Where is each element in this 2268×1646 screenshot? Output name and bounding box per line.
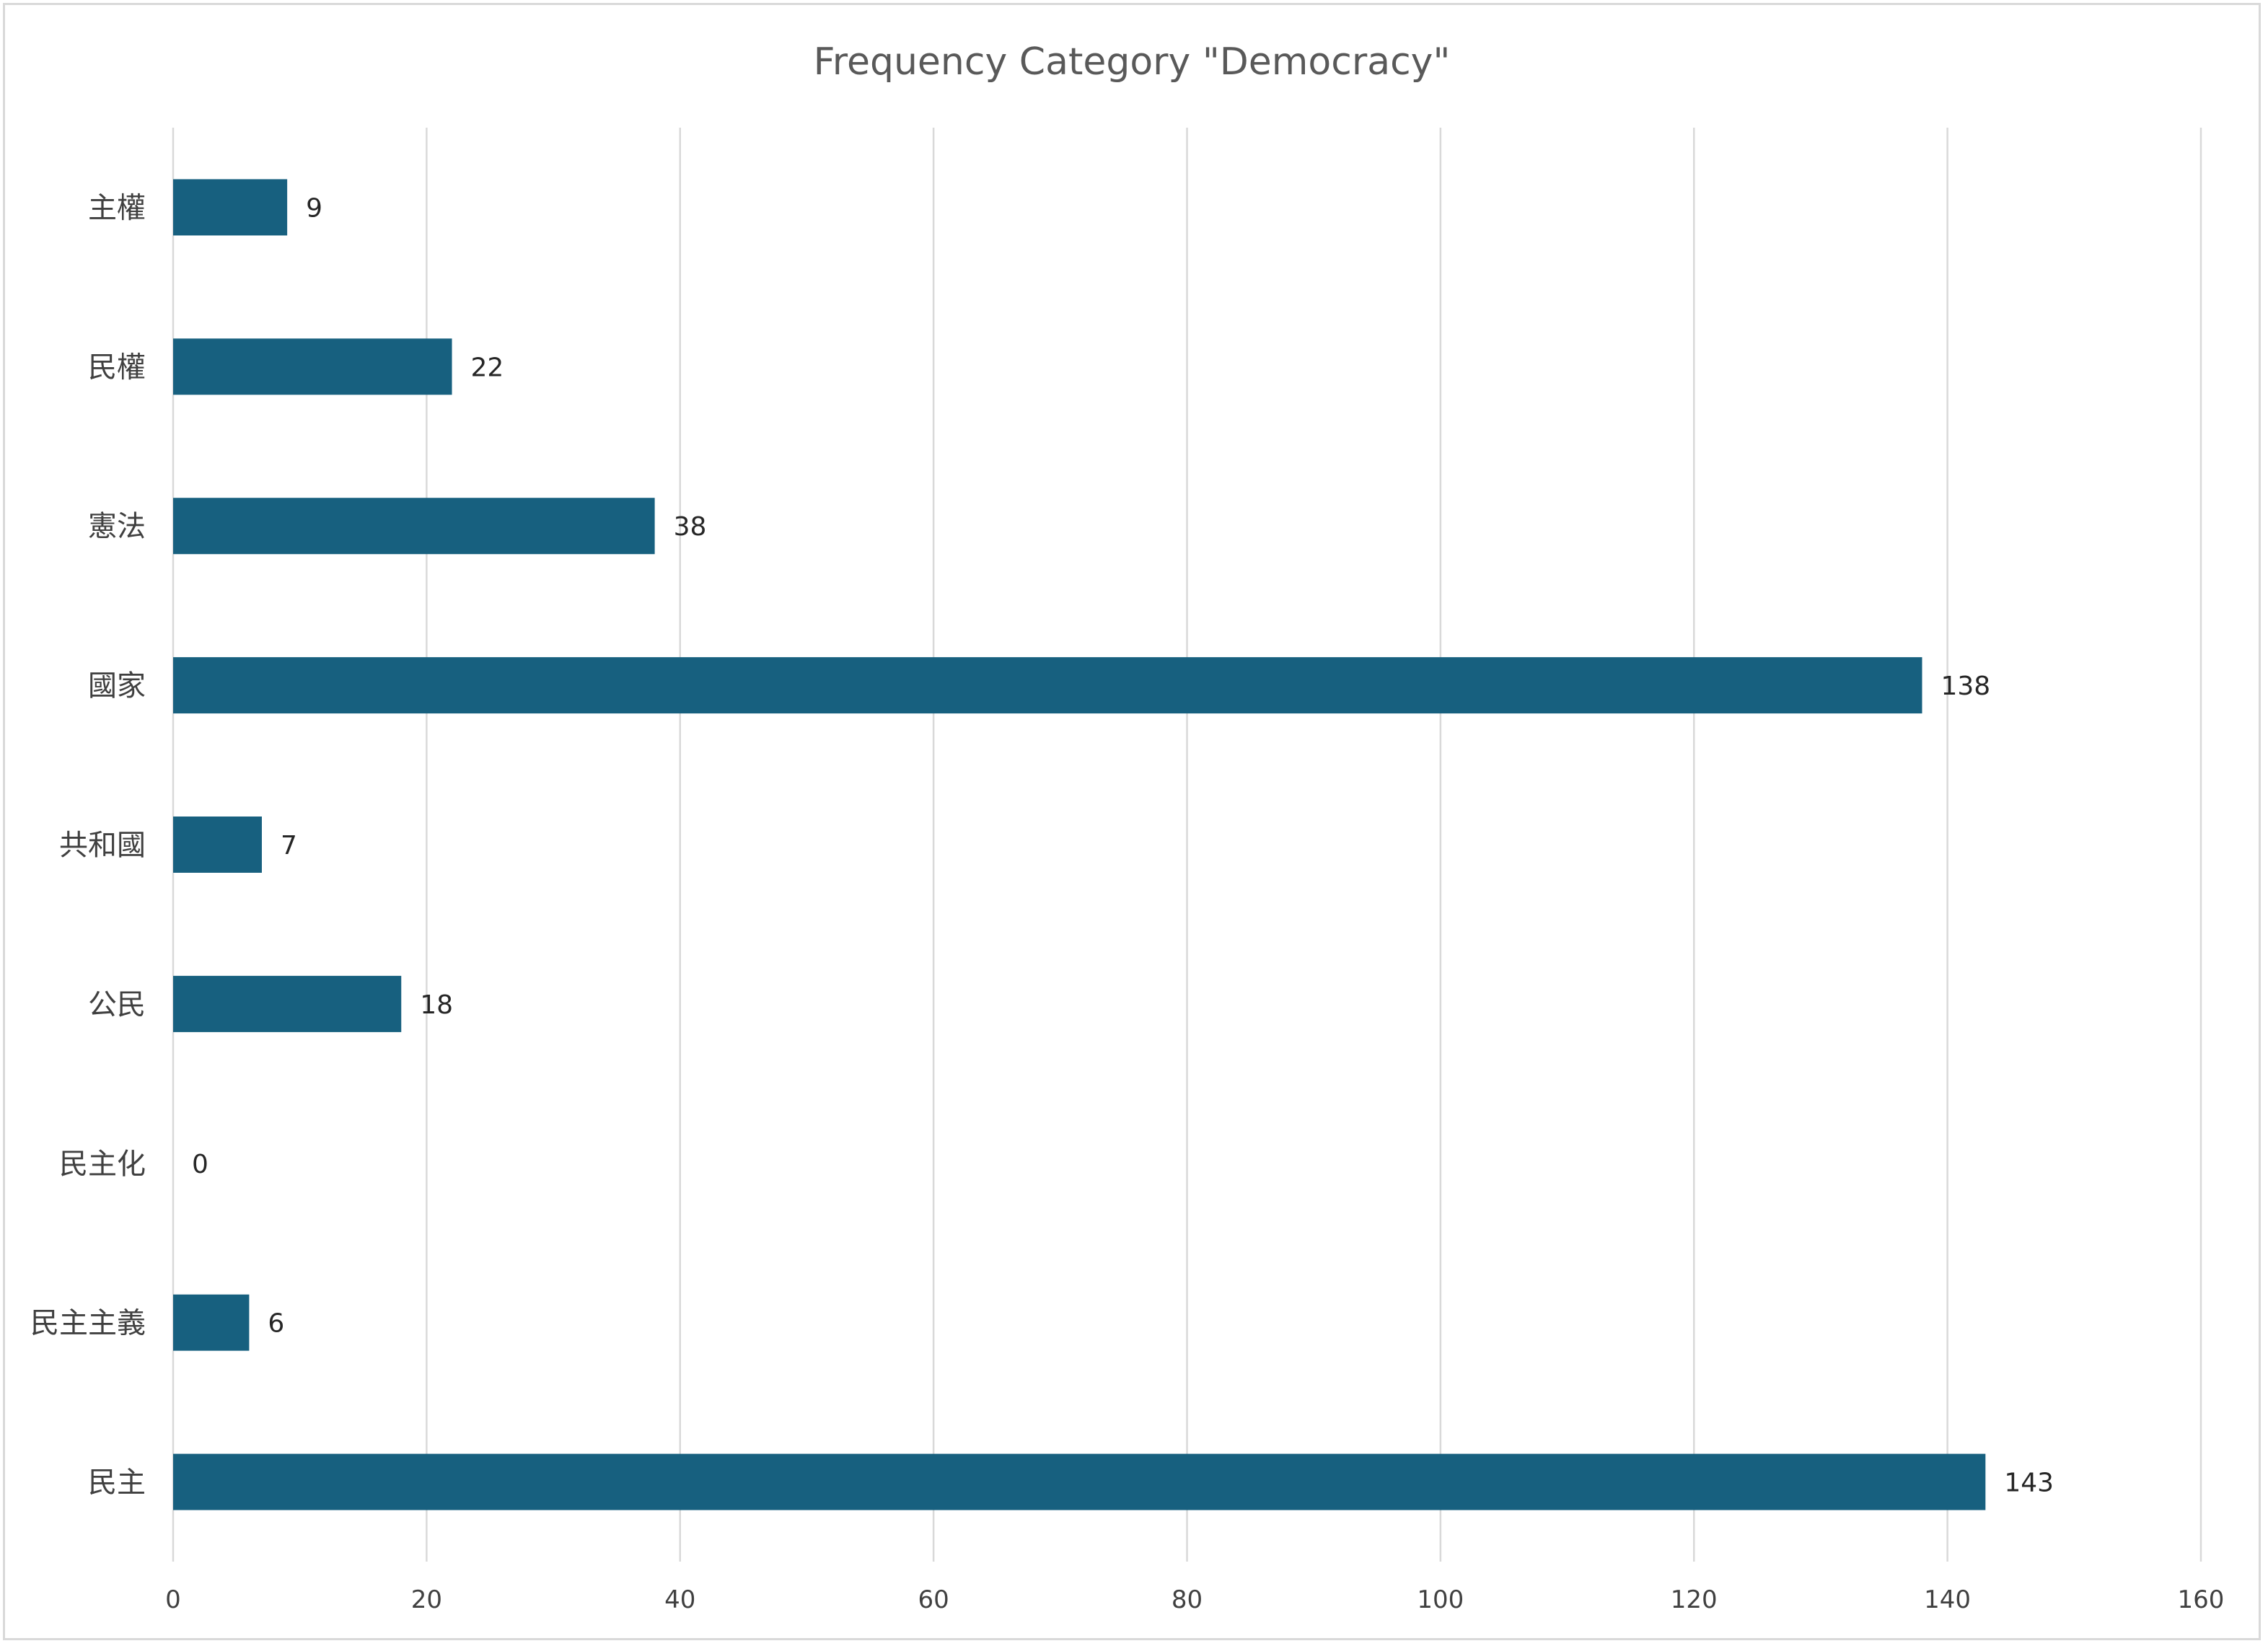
x-tick-label: 140 <box>1924 1585 1971 1614</box>
chart-title: Frequency Category "Democracy" <box>814 40 1451 84</box>
category-label: 憲法 <box>88 510 146 543</box>
data-label: 22 <box>471 353 504 382</box>
category-label: 公民 <box>88 988 146 1021</box>
x-tick-label: 0 <box>165 1585 181 1614</box>
bar <box>173 1453 1986 1510</box>
x-tick-label: 120 <box>1671 1585 1718 1614</box>
bar <box>173 179 288 236</box>
bar <box>173 975 402 1032</box>
data-label: 7 <box>281 831 297 861</box>
data-label: 0 <box>192 1150 208 1179</box>
category-label: 民主主義 <box>30 1307 146 1340</box>
gridlines <box>172 128 2202 1562</box>
data-label: 9 <box>306 193 322 223</box>
x-tick-label: 160 <box>2178 1585 2225 1614</box>
category-label: 主權 <box>88 191 146 224</box>
category-label: 民主化 <box>59 1148 146 1181</box>
bars <box>173 179 1986 1510</box>
x-tick-label: 80 <box>1172 1585 1203 1614</box>
category-label: 民權 <box>88 351 146 384</box>
bar <box>173 498 655 555</box>
value-axis: 0 20 40 60 80 100 120 140 160 <box>165 1585 2224 1614</box>
category-label: 民主 <box>88 1466 146 1500</box>
data-label: 6 <box>268 1309 284 1339</box>
data-label: 18 <box>420 990 453 1020</box>
data-label: 38 <box>674 512 707 542</box>
data-label: 143 <box>2004 1469 2054 1498</box>
category-label: 國家 <box>88 669 146 703</box>
bar <box>173 338 452 395</box>
data-label: 138 <box>1940 672 1990 701</box>
x-tick-label: 100 <box>1417 1585 1464 1614</box>
chart-frame: Frequency Category "Democracy" 主權民權憲法國家共… <box>3 3 2261 1640</box>
x-tick-label: 60 <box>918 1585 949 1614</box>
bar <box>173 817 262 873</box>
data-labels: 9 22 38 138 7 18 0 6 143 <box>192 193 2054 1497</box>
bar <box>173 657 1922 714</box>
x-tick-label: 40 <box>664 1585 695 1614</box>
category-label: 共和國 <box>59 829 146 862</box>
x-tick-label: 20 <box>411 1585 442 1614</box>
bar <box>173 1294 250 1351</box>
bar-chart: Frequency Category "Democracy" 主權民權憲法國家共… <box>30 40 2224 1614</box>
